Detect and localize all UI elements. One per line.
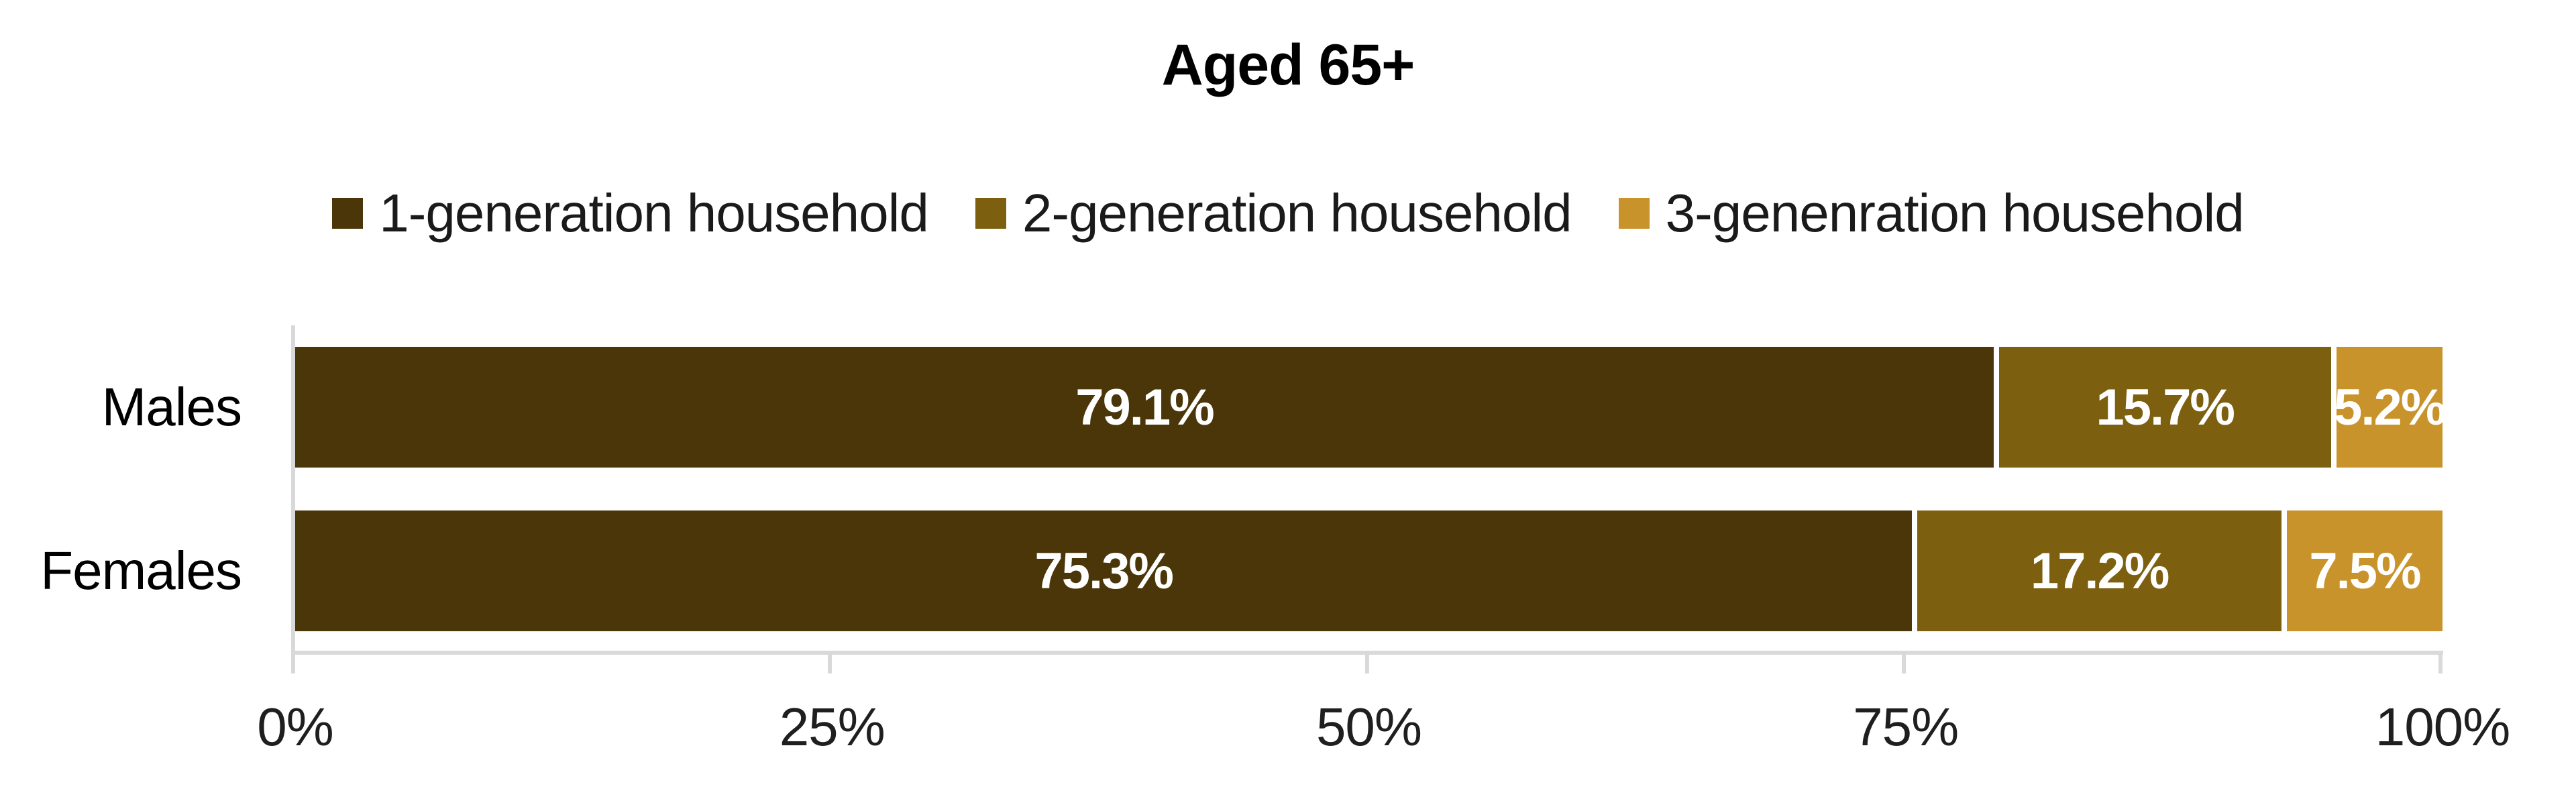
value-label: 75.3%: [1034, 542, 1173, 600]
bar-segment-series1: 75.3%: [295, 510, 1913, 631]
legend-label: 1-generation household: [379, 183, 929, 243]
category-label-males: Males: [101, 377, 242, 437]
legend-swatch-icon: [975, 198, 1006, 229]
bar-row-females: 75.3% 17.2% 7.5%: [295, 510, 2443, 631]
legend-item-2: 2-generation household: [975, 182, 1572, 244]
legend: 1-generation household 2-generation house…: [0, 182, 2576, 244]
bar-segment-series3: 5.2%: [2330, 347, 2446, 468]
chart-title: Aged 65+: [1161, 33, 1415, 97]
x-axis-labels: 0% 25% 50% 75% 100%: [257, 696, 2510, 770]
value-label: 7.5%: [2309, 542, 2421, 600]
x-axis-label: 0%: [257, 697, 334, 757]
legend-item-3: 3-genenration household: [1618, 182, 2245, 244]
category-label-females: Females: [40, 541, 242, 600]
value-label: 79.1%: [1075, 378, 1214, 436]
value-label: 15.7%: [2096, 378, 2235, 436]
x-axis-label: 25%: [779, 697, 885, 757]
x-axis-line: [291, 651, 2443, 655]
legend-item-1: 1-generation household: [332, 182, 929, 244]
bar-segment-series2: 17.2%: [1912, 510, 2282, 631]
x-tick-mark: [1364, 655, 1369, 674]
bar-row-males: 79.1% 15.7% 5.2%: [295, 347, 2446, 468]
y-axis-line: [291, 325, 295, 653]
x-axis-label: 50%: [1316, 697, 1422, 757]
bars-container: 79.1% 15.7% 5.2% 75.3% 17.2% 7.5%: [295, 325, 2446, 653]
x-tick-mark: [291, 655, 295, 674]
legend-swatch-icon: [332, 198, 364, 229]
legend-swatch-icon: [1618, 198, 1650, 229]
x-tick-mark: [828, 655, 833, 674]
x-axis-label: 75%: [1853, 697, 1959, 757]
x-axis-tick-marks: [291, 655, 2443, 674]
x-axis-label: 100%: [2375, 697, 2511, 757]
x-tick-mark: [2438, 655, 2443, 674]
bar-segment-series2: 15.7%: [1993, 347, 2331, 468]
plot-area: 79.1% 15.7% 5.2% 75.3% 17.2% 7.5%: [295, 325, 2446, 653]
category-labels: Males Females: [0, 0, 242, 807]
value-label: 5.2%: [2334, 378, 2446, 436]
x-tick-mark: [1901, 655, 1906, 674]
value-label: 17.2%: [2030, 542, 2169, 600]
legend-label: 3-genenration household: [1665, 183, 2245, 243]
bar-segment-series1: 79.1%: [295, 347, 1994, 468]
bar-segment-series3: 7.5%: [2281, 510, 2443, 631]
legend-label: 2-generation household: [1022, 183, 1572, 243]
